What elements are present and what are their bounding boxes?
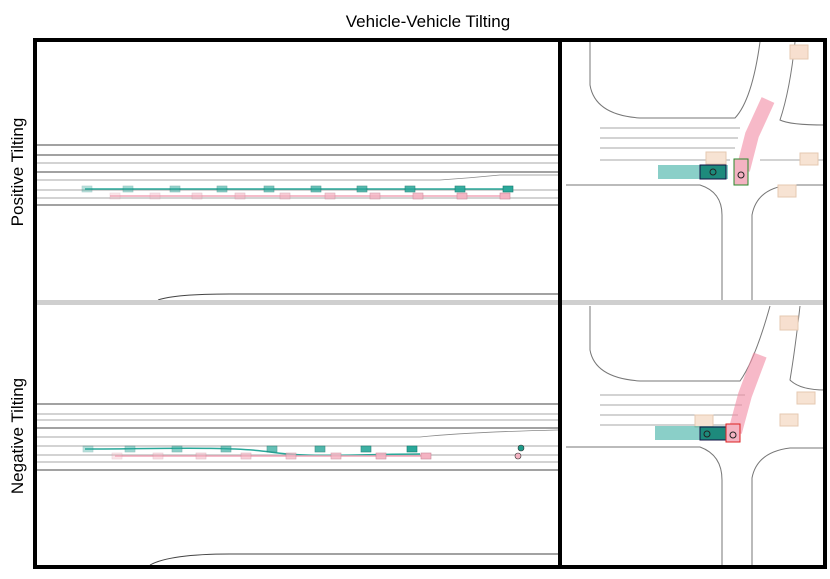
vehicle-box	[310, 185, 322, 193]
vehicle-box	[263, 185, 275, 193]
vehicle-box	[109, 192, 121, 200]
vehicle-box	[324, 192, 336, 200]
row-divider	[562, 300, 825, 305]
vehicle-box	[171, 445, 183, 453]
vehicle-box	[799, 152, 819, 166]
vehicle-marker	[703, 430, 711, 438]
frame	[33, 38, 827, 569]
vehicle-box	[454, 185, 466, 193]
vehicle-box	[705, 151, 727, 165]
vehicle-box	[404, 185, 416, 193]
vehicle-box	[314, 445, 326, 453]
vehicle-box	[240, 452, 252, 460]
vehicle-box	[285, 452, 297, 460]
vehicle-box	[279, 192, 291, 200]
row-label: Positive Tilting	[8, 118, 27, 227]
road-shape	[566, 184, 723, 300]
vehicle-box	[82, 445, 94, 453]
vehicle-box	[191, 192, 203, 200]
vehicle-box	[111, 452, 123, 460]
vehicle-box	[420, 452, 432, 460]
vehicle-box	[779, 413, 799, 427]
vehicle-box	[699, 164, 727, 180]
vehicle-box	[499, 192, 511, 200]
vehicle-box	[406, 445, 418, 453]
vehicle-box	[694, 414, 714, 428]
vehicle-box	[216, 185, 228, 193]
vehicle-box	[122, 185, 134, 193]
vehicle-box	[789, 44, 809, 60]
vehicle-marker	[514, 452, 522, 460]
road-shape	[157, 293, 558, 301]
vehicle-box	[375, 452, 387, 460]
road-shape	[37, 144, 558, 206]
vehicle-box	[369, 192, 381, 200]
vehicle-box	[220, 445, 232, 453]
vehicle-marker	[517, 444, 525, 452]
figure-title: Vehicle-Vehicle Tilting	[346, 12, 510, 31]
vehicle-box	[796, 391, 816, 405]
straight-road-top	[37, 144, 558, 301]
road-shape	[728, 352, 767, 434]
road-shape	[589, 41, 761, 119]
road-shape	[751, 184, 825, 300]
row-label: Negative Tilting	[8, 378, 27, 494]
road-shape	[751, 447, 825, 566]
intersection-bottom	[566, 305, 826, 566]
vehicle-box	[356, 185, 368, 193]
vehicle-marker	[729, 431, 737, 439]
vehicle-box	[81, 185, 93, 193]
straight-road-bottom	[37, 403, 559, 566]
vehicle-box	[169, 185, 181, 193]
vehicle-box	[195, 452, 207, 460]
vehicle-box	[360, 445, 372, 453]
vehicle-box	[266, 445, 278, 453]
road-shape	[600, 394, 745, 426]
vehicle-box	[330, 452, 342, 460]
vehicle-box	[124, 445, 136, 453]
intersection-top	[566, 41, 826, 300]
road-shape	[736, 97, 775, 172]
vehicle-box	[152, 452, 164, 460]
road-shape	[37, 413, 559, 463]
vehicle-marker	[737, 171, 745, 179]
road-shape	[779, 41, 826, 126]
row-divider	[35, 300, 560, 305]
vehicle-box	[456, 192, 468, 200]
vehicle-box	[502, 185, 514, 193]
vehicle-box	[725, 423, 741, 443]
road-shape	[37, 403, 558, 471]
vehicle-box	[777, 184, 797, 198]
road-shape	[566, 446, 723, 566]
road-shape	[37, 162, 558, 199]
vehicle-box	[149, 192, 161, 200]
road-shape	[600, 127, 825, 161]
road-shape	[589, 305, 771, 382]
road-shape	[149, 553, 558, 566]
vehicle-box	[412, 192, 424, 200]
vehicle-marker	[709, 168, 717, 176]
vehicle-box	[234, 192, 246, 200]
vehicle-box	[779, 315, 799, 331]
